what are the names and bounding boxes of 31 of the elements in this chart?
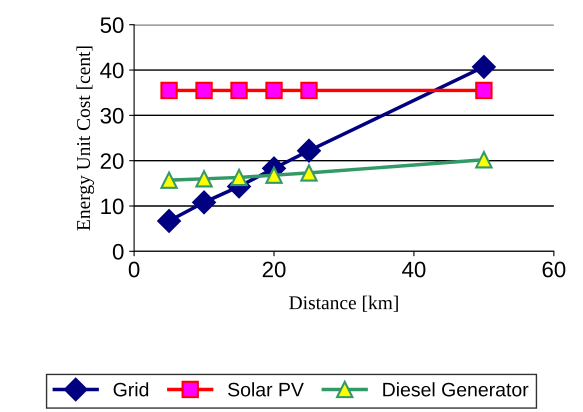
y-tick-label: 10 (101, 198, 124, 214)
x-tick-label: 40 (402, 262, 426, 278)
legend-label: Solar PV (228, 382, 304, 396)
x-tick-label: 60 (542, 262, 566, 278)
point (192, 190, 216, 214)
x-axis-title: Distance [km] (289, 296, 398, 312)
legend-label: Diesel Generator (383, 382, 528, 396)
point (157, 209, 181, 233)
x-tick-label: 0 (128, 262, 140, 278)
point (475, 151, 493, 168)
point (195, 170, 213, 188)
point (297, 138, 321, 163)
point (160, 82, 178, 100)
point (160, 171, 178, 189)
point (265, 82, 283, 100)
y-tick-label: 50 (100, 17, 124, 33)
point (265, 166, 283, 184)
point (300, 82, 318, 100)
point (230, 168, 248, 186)
x-tick-label: 20 (262, 262, 286, 278)
point (472, 55, 496, 79)
y-tick-label: 40 (100, 62, 124, 78)
point (195, 82, 213, 100)
point (300, 164, 318, 182)
point (230, 82, 248, 100)
y-tick-label: 0 (112, 244, 124, 260)
point (475, 82, 493, 100)
y-tick-label: 30 (100, 108, 124, 124)
legend-label: Grid (114, 382, 148, 396)
y-axis-title: Energy Unit Cost [cent] (76, 46, 94, 230)
y-tick-label: 20 (100, 153, 124, 169)
